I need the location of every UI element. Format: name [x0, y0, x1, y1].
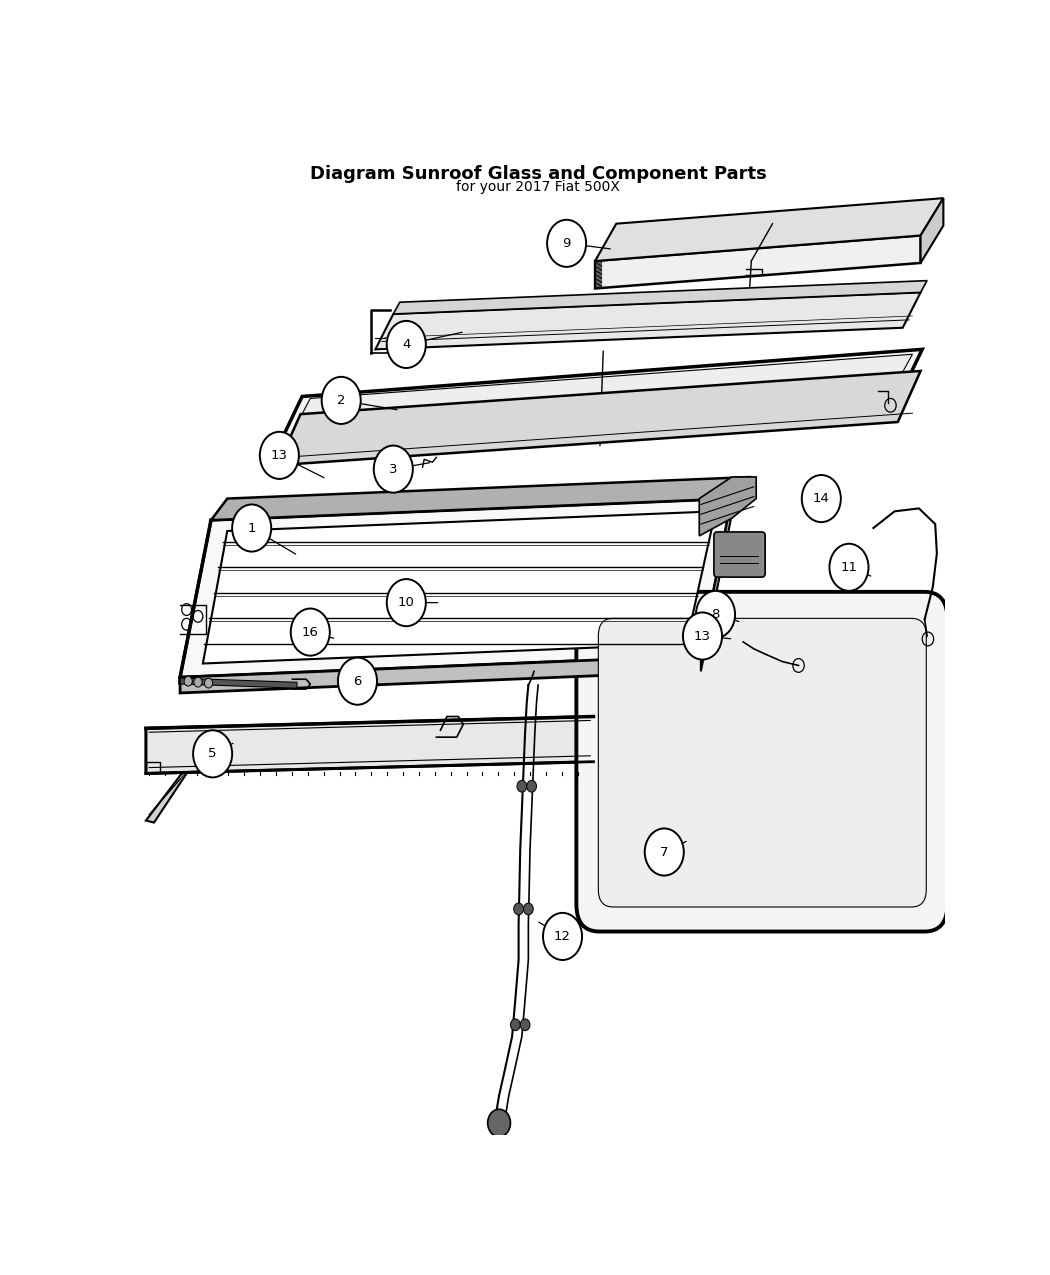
Text: 5: 5 [208, 747, 217, 760]
Circle shape [193, 731, 232, 778]
Text: 6: 6 [353, 674, 361, 687]
Text: Diagram Sunroof Glass and Component Parts: Diagram Sunroof Glass and Component Part… [310, 164, 766, 182]
Polygon shape [211, 477, 752, 520]
Text: 1: 1 [248, 521, 256, 534]
Circle shape [232, 505, 271, 552]
Circle shape [510, 1019, 520, 1030]
Circle shape [205, 678, 212, 689]
Circle shape [802, 476, 841, 523]
Text: 12: 12 [554, 929, 571, 944]
Polygon shape [699, 477, 756, 536]
Circle shape [184, 676, 192, 686]
Circle shape [696, 590, 735, 638]
Circle shape [682, 612, 722, 659]
FancyBboxPatch shape [576, 592, 947, 932]
Circle shape [386, 579, 426, 626]
Circle shape [543, 913, 582, 960]
Circle shape [524, 903, 533, 915]
Circle shape [194, 677, 202, 687]
Polygon shape [181, 655, 701, 694]
Polygon shape [701, 499, 732, 672]
Text: for your 2017 Fiat 500X: for your 2017 Fiat 500X [456, 181, 621, 195]
Text: 10: 10 [398, 597, 415, 609]
Polygon shape [277, 349, 922, 448]
Polygon shape [376, 292, 921, 349]
Circle shape [386, 321, 426, 368]
Polygon shape [203, 511, 715, 663]
Circle shape [517, 780, 527, 792]
Circle shape [487, 1109, 510, 1137]
Circle shape [338, 658, 377, 705]
Polygon shape [394, 280, 927, 314]
Circle shape [645, 829, 684, 876]
Circle shape [259, 432, 299, 479]
Polygon shape [146, 774, 187, 822]
Text: 11: 11 [840, 561, 858, 574]
Text: 8: 8 [711, 608, 719, 621]
Circle shape [830, 543, 868, 590]
Circle shape [513, 903, 524, 915]
Polygon shape [595, 198, 943, 261]
Polygon shape [277, 371, 921, 465]
FancyBboxPatch shape [714, 532, 765, 578]
Text: 4: 4 [402, 338, 411, 351]
Circle shape [374, 445, 413, 492]
Text: 7: 7 [660, 845, 669, 858]
Circle shape [547, 219, 586, 266]
Text: 3: 3 [390, 463, 398, 476]
FancyBboxPatch shape [598, 618, 926, 907]
Circle shape [527, 780, 537, 792]
Polygon shape [146, 717, 595, 774]
Text: 16: 16 [301, 626, 319, 639]
Text: 9: 9 [563, 237, 571, 250]
Text: 13: 13 [694, 630, 711, 643]
Polygon shape [921, 198, 943, 263]
Circle shape [520, 1019, 530, 1030]
Circle shape [321, 377, 361, 425]
Circle shape [291, 608, 330, 655]
Polygon shape [288, 354, 912, 441]
Text: 13: 13 [271, 449, 288, 462]
Polygon shape [595, 236, 921, 288]
Polygon shape [181, 499, 732, 677]
Text: 2: 2 [337, 394, 345, 407]
Text: 14: 14 [813, 492, 830, 505]
